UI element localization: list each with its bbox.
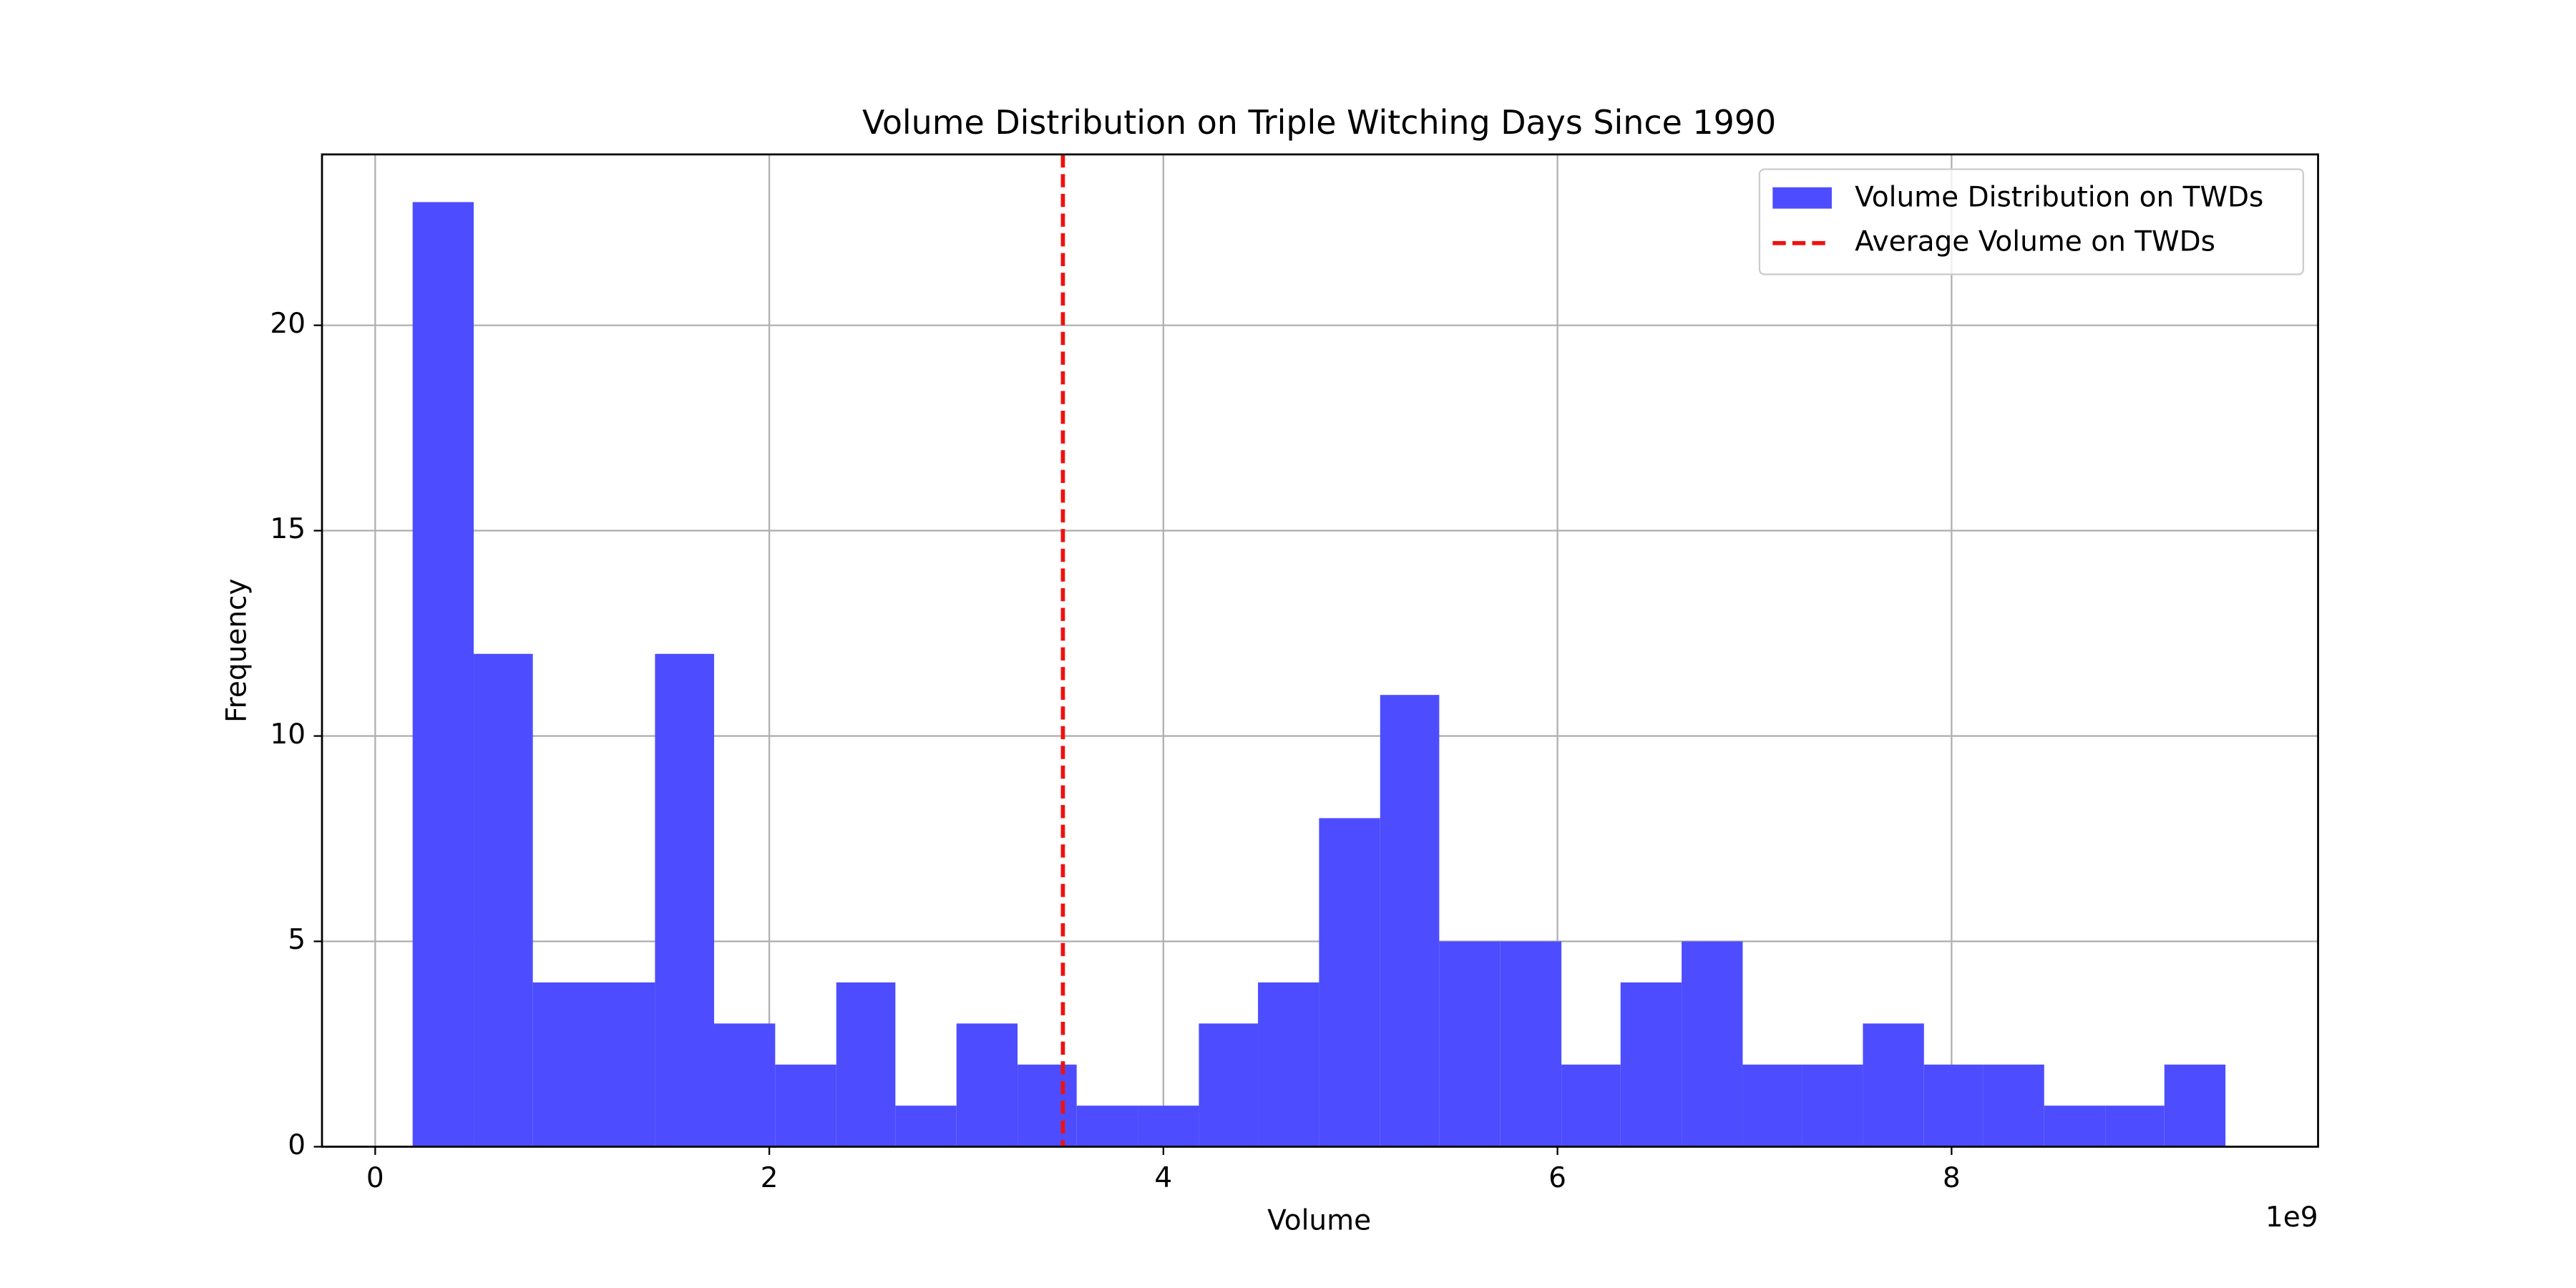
overlay: 0 2 4 6 8 0 5 10 15 20 Volume Distribution on TWDs…	[270, 153, 2319, 1194]
histogram-bar	[1500, 941, 1562, 1147]
y-tick-label: 10	[270, 718, 306, 751]
x-tick-label: 8	[1943, 1162, 1961, 1194]
legend-label: Volume Distribution on TWDs	[1855, 181, 2263, 213]
histogram-bar	[713, 1023, 776, 1147]
histogram-bar	[1258, 982, 1319, 1147]
histogram-bar	[594, 982, 655, 1147]
legend-box	[1758, 168, 2305, 275]
chart-title: Volume Distribution on Triple Witching D…	[862, 103, 1776, 142]
histogram-bar	[1682, 941, 1743, 1147]
y-tick-label: 5	[288, 924, 306, 956]
histogram-bar	[1199, 1023, 1259, 1147]
histogram-bar	[532, 982, 595, 1147]
y-tick-label: 0	[288, 1129, 306, 1161]
histogram-bar	[895, 1106, 957, 1147]
histogram-bar	[775, 1064, 836, 1147]
histogram-bar	[1561, 1064, 1621, 1147]
histogram-bar	[2164, 1064, 2226, 1147]
histogram-bar	[1742, 1064, 1802, 1147]
histogram-bar	[1439, 941, 1501, 1147]
histogram-bar	[1319, 818, 1380, 1147]
histogram-bar	[1923, 1064, 1984, 1147]
legend-label: Average Volume on TWDs	[1855, 225, 2215, 258]
x-offset-label: 1e9	[2265, 1201, 2318, 1234]
bars	[412, 202, 2226, 1147]
histogram-bar	[1802, 1064, 1863, 1147]
x-axis-label: Volume	[1267, 1205, 1371, 1237]
x-tick-label: 2	[761, 1162, 779, 1194]
histogram-bar	[1018, 1064, 1077, 1147]
x-tick-label: 4	[1154, 1162, 1172, 1194]
y-tick-label: 20	[270, 308, 306, 340]
legend-swatch	[1772, 187, 1832, 209]
x-tick-label: 6	[1548, 1162, 1566, 1194]
histogram-bar	[1620, 982, 1682, 1147]
histogram-bar	[836, 982, 896, 1147]
histogram-bar	[474, 653, 533, 1147]
plot-frame	[321, 153, 2319, 1148]
histogram-bar	[2105, 1106, 2165, 1147]
histogram-bar	[1863, 1023, 1924, 1147]
histogram-bar	[2044, 1106, 2106, 1147]
histogram-bar	[1076, 1106, 1138, 1147]
histogram-bar	[412, 202, 474, 1147]
histogram-bar	[1138, 1106, 1199, 1147]
y-tick-label: 15	[270, 513, 306, 545]
x-tick-label: 0	[366, 1162, 384, 1194]
histogram-bar	[1380, 695, 1440, 1147]
y-axis-label: Frequency	[220, 578, 253, 723]
histogram-bar	[1983, 1064, 2044, 1147]
histogram-bar	[956, 1023, 1018, 1147]
histogram-bar	[655, 653, 714, 1147]
